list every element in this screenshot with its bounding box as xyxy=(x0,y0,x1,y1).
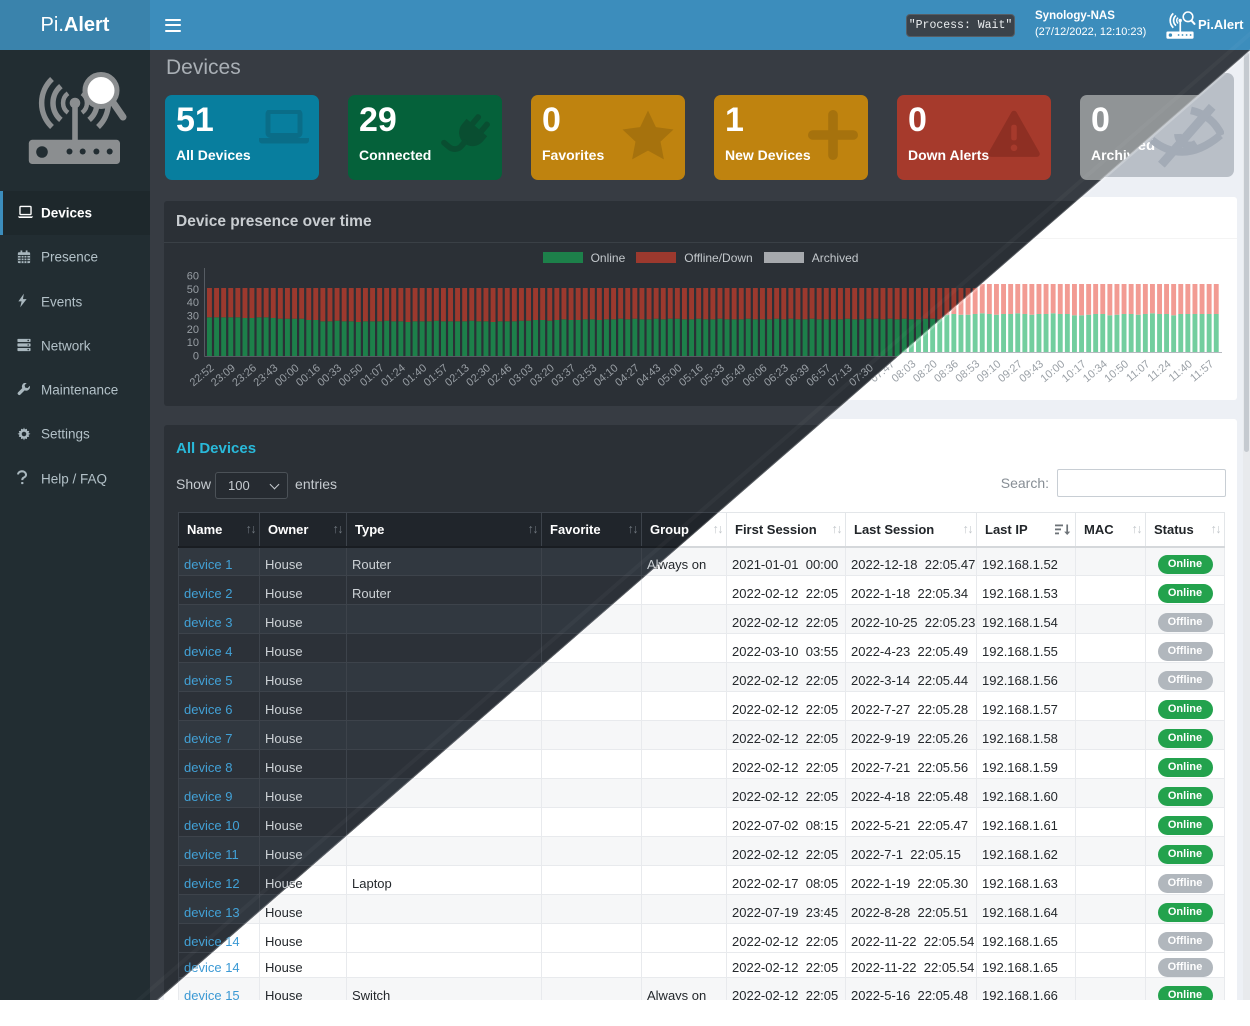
svg-text:11:24: 11:24 xyxy=(1145,358,1173,384)
svg-text:30: 30 xyxy=(187,311,199,323)
svg-text:20: 20 xyxy=(187,324,199,336)
svg-text:60: 60 xyxy=(187,271,199,283)
svg-text:11:57: 11:57 xyxy=(1188,358,1216,384)
svg-text:11:07: 11:07 xyxy=(1124,358,1152,384)
svg-text:10: 10 xyxy=(187,337,199,349)
svg-text:10:50: 10:50 xyxy=(1102,358,1131,385)
svg-text:0: 0 xyxy=(193,351,199,363)
svg-text:40: 40 xyxy=(187,297,199,309)
svg-text:50: 50 xyxy=(187,284,199,296)
svg-text:11:40: 11:40 xyxy=(1167,358,1195,384)
